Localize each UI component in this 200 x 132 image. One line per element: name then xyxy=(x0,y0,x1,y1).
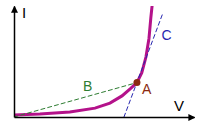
line-label: C xyxy=(161,27,171,43)
axis-line xyxy=(15,117,195,119)
dashed-line xyxy=(124,13,163,117)
labels: I V B C A xyxy=(22,4,184,114)
x-axis xyxy=(15,117,195,118)
dashed-line xyxy=(14,83,137,117)
y-axis-label: I xyxy=(22,4,26,21)
line-label: B xyxy=(83,78,92,94)
axis-line xyxy=(14,7,16,118)
point-label: A xyxy=(142,81,152,97)
point xyxy=(133,79,140,86)
plot-area xyxy=(14,6,163,117)
x-axis-label: V xyxy=(174,97,184,114)
curve xyxy=(14,6,152,115)
y-axis xyxy=(14,7,15,118)
chart: I V B C A xyxy=(0,0,200,132)
